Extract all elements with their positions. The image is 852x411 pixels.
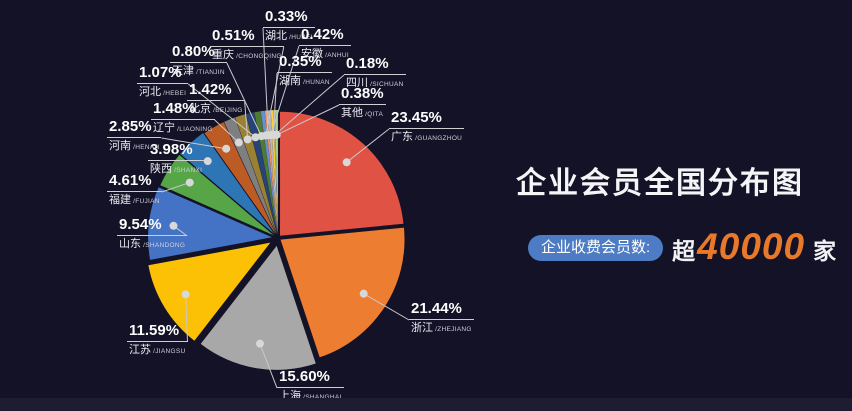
leader-dot-shaanxi — [203, 157, 212, 166]
pie-slice-shaanxi — [180, 133, 275, 235]
page-title: 企业会员全国分布图 — [516, 167, 804, 200]
member-count-stat: 超 40000 家 — [672, 226, 837, 267]
leader-dot-jiangsu — [181, 290, 190, 299]
leader-dot-qita — [272, 130, 281, 139]
member-count-label: 企业收费会员数: — [541, 239, 651, 256]
leader-line-qita — [276, 104, 340, 136]
leader-line-henan — [161, 137, 227, 150]
leader-line-hunan — [272, 72, 278, 135]
pie-slice-henan — [204, 122, 276, 235]
pie-slice-guangdong — [280, 111, 404, 236]
pie-slice-fujian — [160, 154, 274, 236]
pie-slice-sichuan — [273, 110, 278, 235]
pie-slice-qita — [274, 110, 278, 235]
leader-dot-shandong — [169, 221, 178, 230]
leader-line-tianjin — [226, 62, 262, 137]
member-count-pill: 企业收费会员数: — [528, 235, 664, 261]
pie-slice-zhejiang — [280, 227, 405, 358]
pie-slice-hebei — [245, 112, 278, 235]
leader-dot-guangdong — [342, 158, 351, 167]
leader-line-shanghai — [259, 343, 278, 389]
member-count-number: 40000 — [697, 226, 806, 267]
leader-line-zhejiang — [363, 293, 410, 321]
pie-slice-chongqing — [260, 110, 278, 235]
leader-dot-fujian — [185, 178, 194, 187]
pie-slice-beijing — [235, 114, 277, 235]
member-count-row: 企业收费会员数: 超 40000 家 — [528, 226, 837, 267]
leader-dot-shanghai — [255, 339, 264, 348]
pie-slice-anhui — [267, 110, 278, 235]
pie-slice-shanghai — [200, 245, 316, 370]
leader-line-liaoning — [214, 119, 240, 143]
leader-line-beijing — [244, 100, 249, 140]
pie-slice-shandong — [148, 187, 273, 260]
pie-slice-liaoning — [224, 117, 277, 235]
pie-slice-hubei — [264, 110, 278, 235]
pie-slice-tianjin — [254, 111, 278, 235]
leader-line-jiangsu — [185, 294, 188, 343]
footer-strip — [0, 398, 852, 411]
leader-line-chongqing — [265, 46, 285, 136]
leader-dot-liaoning — [234, 138, 243, 147]
pie-slice-jiangsu — [148, 242, 271, 341]
pie-slice-hunan — [270, 110, 278, 235]
member-count-suffix: 家 — [813, 238, 837, 264]
leader-dot-zhejiang — [359, 289, 368, 298]
leader-line-hebei — [187, 83, 256, 138]
leader-dot-henan — [222, 144, 231, 153]
member-count-prefix: 超 — [672, 238, 696, 264]
leader-dot-hebei — [251, 133, 260, 142]
leader-dot-beijing — [243, 135, 252, 144]
leader-line-sichuan — [274, 74, 345, 136]
leader-line-anhui — [270, 45, 300, 136]
leader-line-fujian — [161, 182, 190, 193]
leader-line-guangdong — [346, 128, 390, 163]
title-panel: 企业会员全国分布图 企业收费会员数: 超 40000 家 — [516, 158, 836, 266]
leader-line-hubei — [262, 27, 269, 136]
